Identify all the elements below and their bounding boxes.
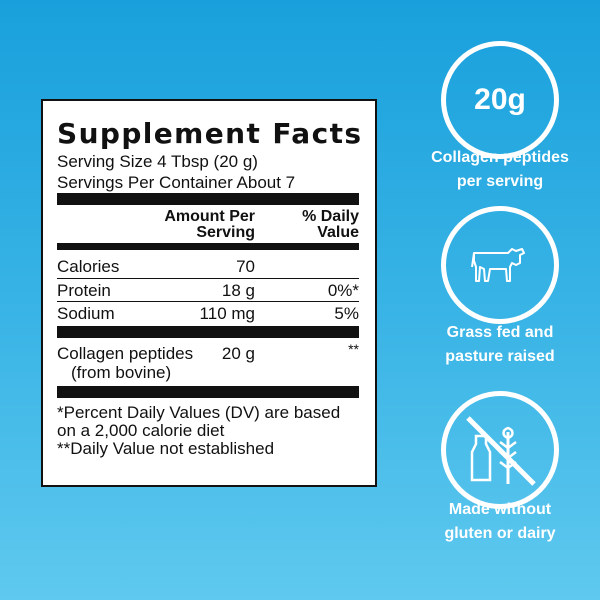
row-name: Calories: [57, 257, 120, 276]
supplement-facts-label: Supplement Facts Serving Size 4 Tbsp (20…: [41, 99, 377, 487]
thick-divider: [57, 386, 359, 398]
row-amount: 20 g: [221, 344, 255, 363]
footnote: **Daily Value not established: [57, 439, 275, 458]
thick-divider: [57, 193, 359, 205]
row-amount: 70: [236, 257, 255, 276]
row-dv: **: [348, 341, 359, 357]
footnote: *Percent Daily Values (DV) are based: [57, 403, 341, 422]
badge-caption: Collagen peptides per serving: [431, 149, 569, 190]
row-dv: 5%: [334, 304, 359, 323]
badge-caption: Grass fed and pasture raised: [445, 324, 555, 365]
thick-divider: [57, 326, 359, 338]
row-rule: [57, 278, 359, 279]
grass-fed-badge: [441, 206, 559, 324]
row-amount: 110 mg: [199, 304, 255, 323]
label-title: Supplement Facts: [57, 117, 363, 150]
serving-size: Serving Size 4 Tbsp (20 g): [57, 152, 258, 171]
no-gluten-dairy-badge: [441, 391, 559, 509]
row-amount: 18 g: [221, 281, 255, 300]
badge-caption: Made without gluten or dairy: [444, 501, 556, 542]
row-name: Collagen peptides: [57, 344, 194, 363]
collagen-badge: 20g: [441, 41, 559, 159]
footnote: on a 2,000 calorie diet: [57, 421, 225, 440]
servings-per-container: Servings Per Container About 7: [57, 173, 296, 192]
row-dv: 0%*: [327, 281, 359, 300]
no-dairy-gluten-icon: [466, 416, 536, 486]
cow-icon: [471, 248, 525, 282]
collagen-amount: 20g: [474, 83, 526, 116]
header-dv: % Daily Value: [302, 208, 359, 241]
row-name: Sodium: [57, 304, 115, 323]
divider: [57, 243, 359, 250]
header-amount: Amount Per Serving: [164, 208, 255, 241]
row-subname: (from bovine): [71, 363, 172, 382]
row-name: Protein: [57, 281, 111, 300]
row-rule: [57, 301, 359, 302]
